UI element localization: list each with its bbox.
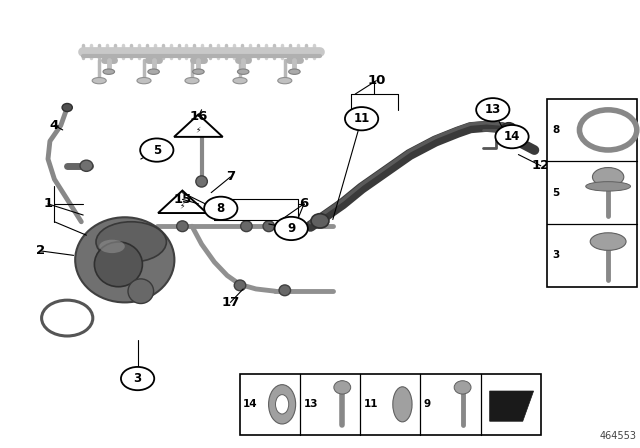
Ellipse shape xyxy=(334,381,351,394)
Circle shape xyxy=(121,367,154,390)
Text: 13: 13 xyxy=(484,103,501,116)
Ellipse shape xyxy=(501,123,517,137)
Text: 5: 5 xyxy=(153,143,161,157)
Circle shape xyxy=(275,217,308,240)
Ellipse shape xyxy=(278,78,292,84)
Circle shape xyxy=(345,107,378,130)
Ellipse shape xyxy=(275,395,289,414)
Text: 1: 1 xyxy=(44,197,52,211)
Text: 6: 6 xyxy=(300,197,308,211)
Ellipse shape xyxy=(196,176,207,187)
Text: 15: 15 xyxy=(173,193,191,206)
Ellipse shape xyxy=(193,69,204,74)
Text: 4: 4 xyxy=(50,119,59,132)
Circle shape xyxy=(204,197,237,220)
Ellipse shape xyxy=(92,78,106,84)
Text: 3: 3 xyxy=(552,250,559,260)
Text: 10: 10 xyxy=(367,74,385,87)
Text: ⚡: ⚡ xyxy=(180,202,185,211)
Text: 3: 3 xyxy=(134,372,141,385)
Ellipse shape xyxy=(96,222,166,262)
FancyBboxPatch shape xyxy=(547,99,637,287)
Ellipse shape xyxy=(148,69,159,74)
Ellipse shape xyxy=(454,381,471,394)
Ellipse shape xyxy=(99,240,125,253)
Text: 14: 14 xyxy=(504,130,520,143)
Ellipse shape xyxy=(233,78,247,84)
Ellipse shape xyxy=(62,103,72,112)
Ellipse shape xyxy=(593,168,624,186)
Text: 8: 8 xyxy=(552,125,559,135)
Ellipse shape xyxy=(185,78,199,84)
Text: 9: 9 xyxy=(287,222,295,235)
Ellipse shape xyxy=(269,385,296,424)
Ellipse shape xyxy=(393,387,412,422)
Polygon shape xyxy=(490,391,534,421)
Ellipse shape xyxy=(128,279,154,304)
Text: 16: 16 xyxy=(189,110,207,123)
Text: 2: 2 xyxy=(36,244,45,258)
Text: 8: 8 xyxy=(217,202,225,215)
Text: 11: 11 xyxy=(364,399,378,409)
Ellipse shape xyxy=(177,221,188,232)
Polygon shape xyxy=(174,114,223,137)
Text: 13: 13 xyxy=(303,399,318,409)
Circle shape xyxy=(495,125,529,148)
Text: 14: 14 xyxy=(243,399,258,409)
Ellipse shape xyxy=(76,217,174,302)
Ellipse shape xyxy=(590,233,626,250)
Ellipse shape xyxy=(289,69,300,74)
Ellipse shape xyxy=(279,285,291,296)
Text: 9: 9 xyxy=(424,399,431,409)
Ellipse shape xyxy=(263,221,275,232)
Ellipse shape xyxy=(103,69,115,74)
Ellipse shape xyxy=(586,181,630,191)
Circle shape xyxy=(140,138,173,162)
Text: 7: 7 xyxy=(226,170,235,184)
Ellipse shape xyxy=(237,69,249,74)
Polygon shape xyxy=(158,190,207,213)
Text: 17: 17 xyxy=(221,296,239,309)
Text: 11: 11 xyxy=(353,112,370,125)
Text: 5: 5 xyxy=(552,188,559,198)
FancyBboxPatch shape xyxy=(240,374,541,435)
Text: ⚡: ⚡ xyxy=(196,125,201,134)
Ellipse shape xyxy=(241,221,252,232)
Circle shape xyxy=(476,98,509,121)
Ellipse shape xyxy=(95,242,143,287)
Ellipse shape xyxy=(311,214,329,228)
Ellipse shape xyxy=(80,160,93,172)
Ellipse shape xyxy=(234,280,246,291)
Text: 12: 12 xyxy=(532,159,550,172)
Ellipse shape xyxy=(137,78,151,84)
Text: 464553: 464553 xyxy=(600,431,637,441)
